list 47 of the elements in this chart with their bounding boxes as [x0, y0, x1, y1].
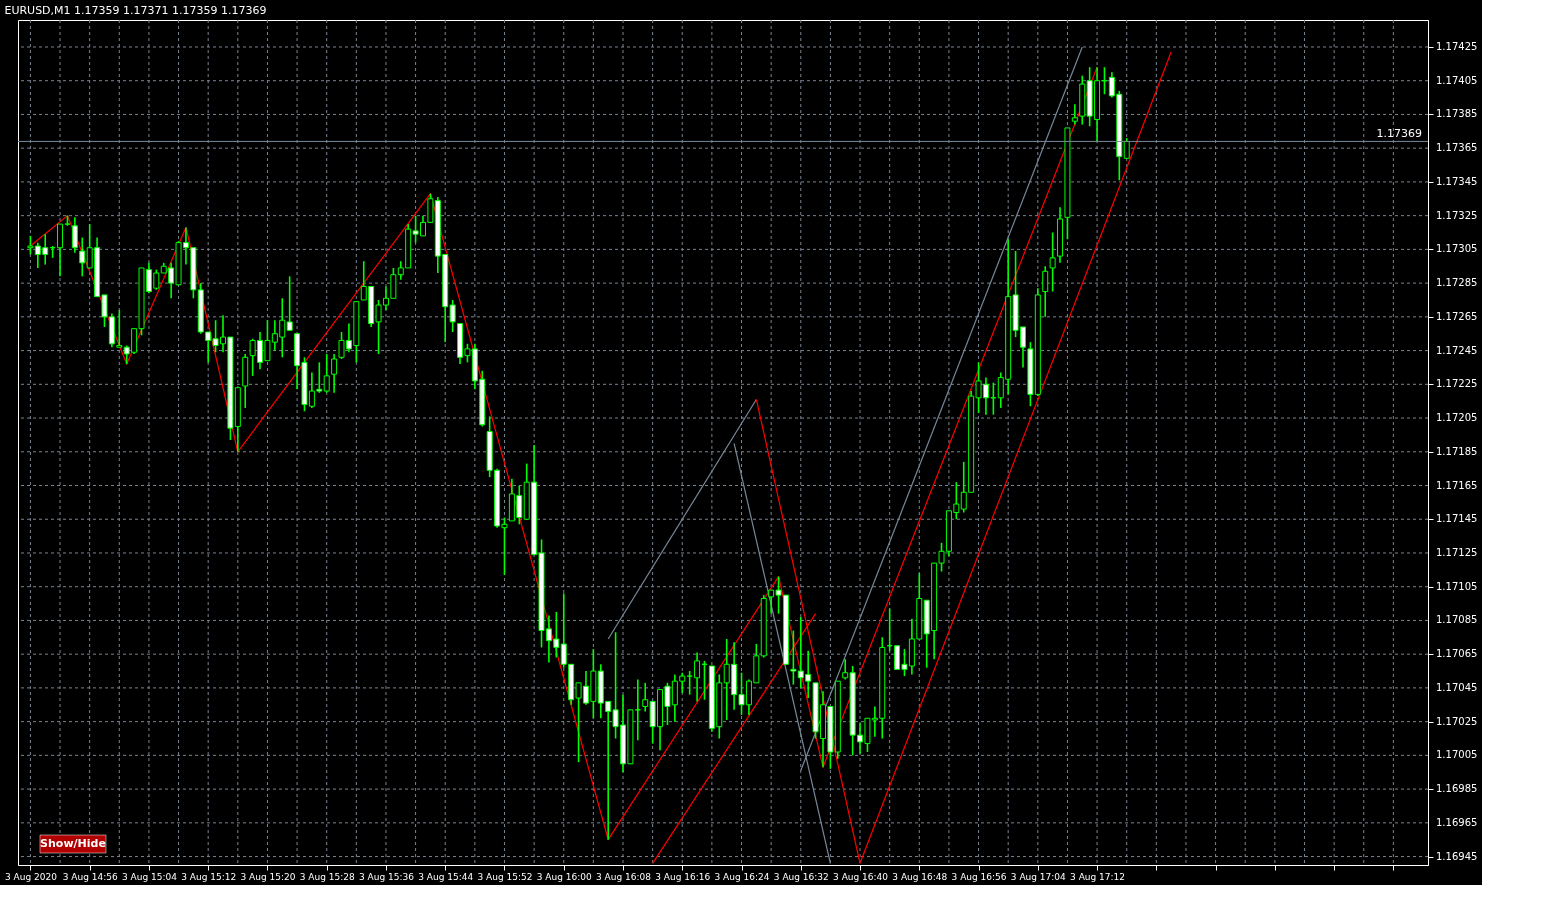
x-tick-label: 3 Aug 17:12 — [1070, 871, 1126, 882]
y-tick-label: 1.17205 — [1436, 412, 1478, 424]
y-tick-label: 1.16945 — [1436, 850, 1478, 862]
x-tick-label: 3 Aug 16:56 — [951, 871, 1007, 882]
y-tick-label: 1.17385 — [1436, 108, 1478, 120]
x-tick-label: 3 Aug 16:48 — [892, 871, 948, 882]
x-tick-label: 3 Aug 16:24 — [714, 871, 770, 882]
y-tick-label: 1.17285 — [1436, 277, 1478, 289]
y-tick-label: 1.17005 — [1436, 749, 1478, 761]
ref-line-label: 1.17369 — [1376, 127, 1422, 141]
x-tick-label: 3 Aug 15:04 — [121, 871, 178, 882]
y-tick-label: 1.17365 — [1436, 142, 1478, 154]
x-tick-label: 3 Aug 2020 — [4, 871, 58, 882]
y-tick-label: 1.17165 — [1436, 479, 1478, 491]
x-tick-label: 3 Aug 15:20 — [240, 871, 296, 882]
y-tick-label: 1.17345 — [1436, 175, 1478, 187]
x-tick-label: 3 Aug 15:52 — [477, 871, 533, 882]
y-tick-label: 1.17045 — [1436, 681, 1478, 693]
x-tick-label: 3 Aug 16:08 — [596, 871, 652, 882]
y-tick-label: 1.17245 — [1436, 344, 1478, 356]
y-tick-label: 1.17405 — [1436, 74, 1478, 86]
y-tick-label: 1.17325 — [1436, 209, 1478, 221]
x-tick-label: 3 Aug 16:00 — [536, 871, 592, 882]
x-tick-label: 3 Aug 15:36 — [358, 871, 415, 882]
x-tick-label: 3 Aug 15:12 — [181, 871, 237, 882]
x-tick-label: 3 Aug 17:04 — [1010, 871, 1067, 882]
y-tick-label: 1.17305 — [1436, 243, 1478, 255]
y-tick-label: 1.17265 — [1436, 310, 1478, 322]
y-tick-label: 1.17025 — [1436, 715, 1478, 727]
y-tick-label: 1.17105 — [1436, 580, 1478, 592]
x-tick-label: 3 Aug 15:28 — [299, 871, 355, 882]
y-tick-label: 1.17125 — [1436, 546, 1478, 558]
y-tick-label: 1.16985 — [1436, 783, 1478, 795]
y-tick-label: 1.17225 — [1436, 378, 1478, 390]
y-tick-label: 1.17145 — [1436, 513, 1478, 525]
x-tick-label: 3 Aug 15:44 — [418, 871, 474, 882]
y-tick-label: 1.16965 — [1436, 816, 1478, 828]
x-tick-label: 3 Aug 16:16 — [655, 871, 711, 882]
chart-title: EURUSD,M1 1.17359 1.17371 1.17359 1.17369 — [4, 3, 267, 17]
x-tick-label: 3 Aug 14:56 — [62, 871, 118, 882]
annotation: Show/Hide — [40, 837, 106, 850]
x-tick-label: 3 Aug 16:32 — [773, 871, 829, 882]
y-tick-label: 1.17425 — [1436, 40, 1478, 52]
y-tick-label: 1.17085 — [1436, 614, 1478, 626]
x-tick-label: 3 Aug 16:40 — [833, 871, 889, 882]
y-tick-label: 1.17065 — [1436, 648, 1478, 660]
y-tick-label: 1.17185 — [1436, 445, 1478, 457]
